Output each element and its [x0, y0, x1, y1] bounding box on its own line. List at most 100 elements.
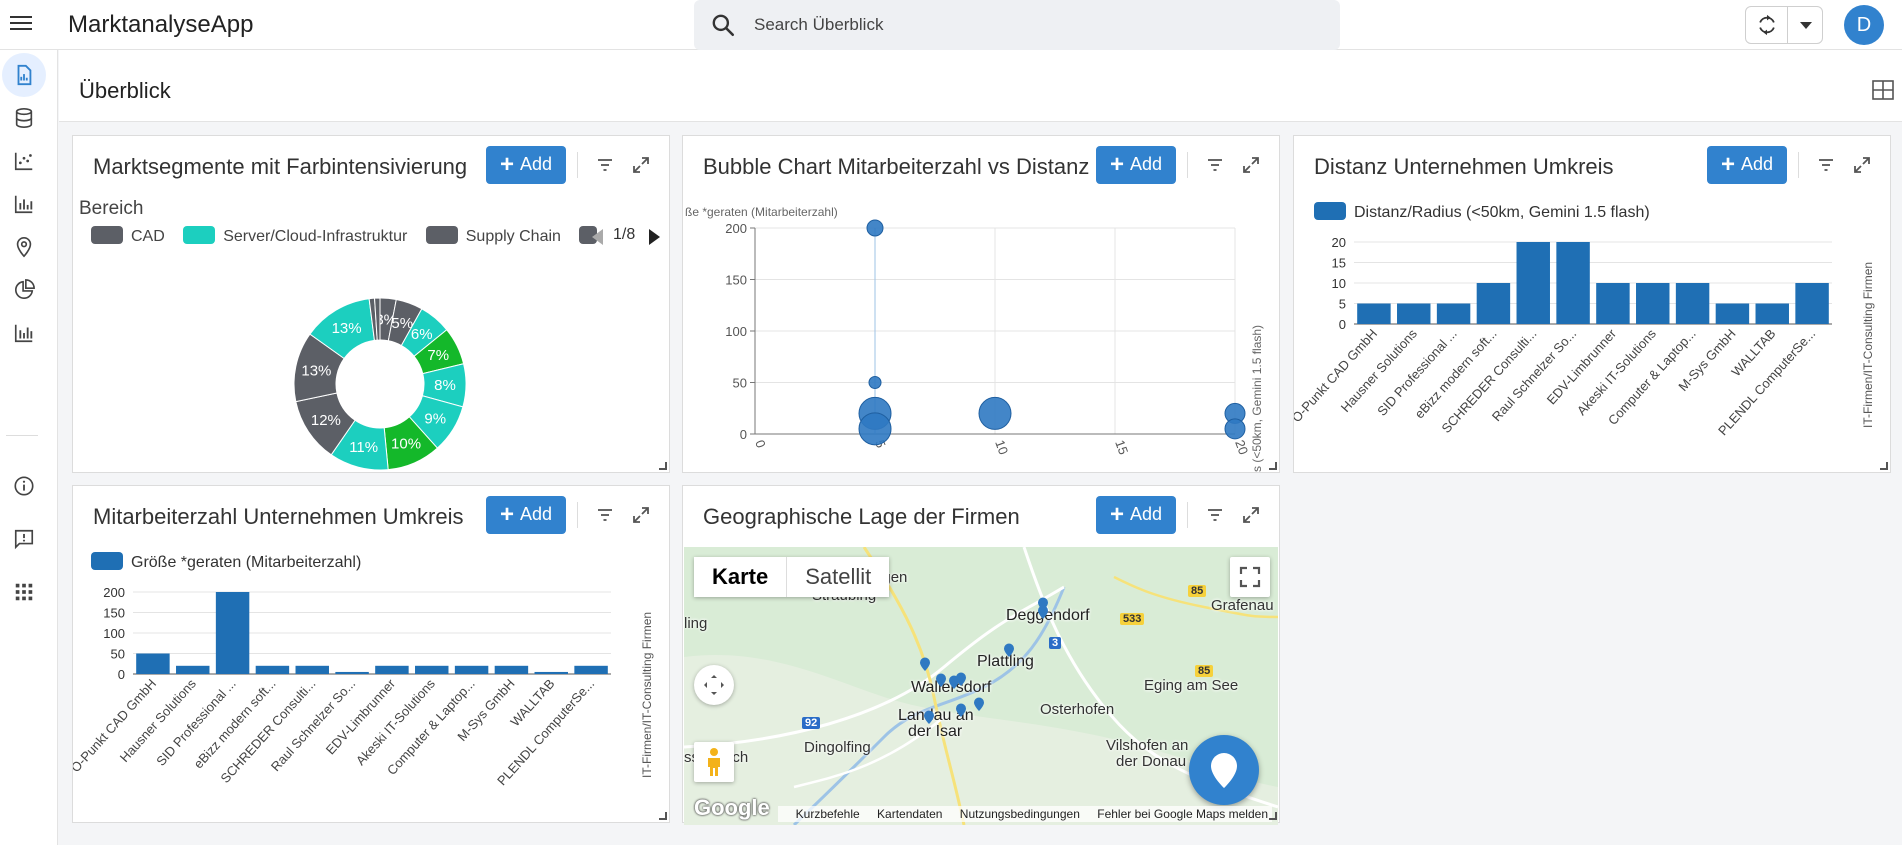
expand-icon[interactable] — [1242, 506, 1260, 524]
legend-prev-icon[interactable] — [592, 229, 603, 245]
expand-icon[interactable] — [632, 506, 650, 524]
add-button[interactable]: + Add — [486, 146, 566, 184]
map-footer: Kurzbefehle Kartendaten Nutzungsbedingun… — [684, 803, 1278, 825]
bar[interactable] — [1476, 283, 1511, 324]
bar[interactable] — [1596, 283, 1630, 324]
legend-next-icon[interactable] — [649, 229, 660, 245]
sync-button-group — [1745, 6, 1823, 44]
sidebar-item-bar-chart[interactable] — [2, 182, 46, 226]
sync-dropdown-button[interactable] — [1788, 7, 1822, 43]
bar[interactable] — [335, 671, 369, 674]
map-type-map-button[interactable]: Karte — [694, 557, 788, 597]
menu-icon[interactable] — [8, 12, 34, 38]
map-location-fab[interactable] — [1189, 735, 1259, 805]
sidebar-item-feedback[interactable] — [2, 517, 46, 561]
bar[interactable] — [1715, 303, 1750, 325]
sidebar-item-database[interactable] — [2, 96, 46, 140]
map-marker-icon[interactable] — [934, 673, 948, 687]
bar[interactable] — [1357, 303, 1391, 325]
expand-icon[interactable] — [632, 156, 650, 174]
add-button[interactable]: + Add — [486, 496, 566, 534]
bar[interactable] — [534, 671, 568, 674]
map-marker-icon[interactable] — [954, 703, 968, 717]
filter-icon[interactable] — [1817, 156, 1835, 174]
bar[interactable] — [1795, 283, 1829, 324]
bar[interactable] — [574, 665, 608, 674]
resize-handle[interactable] — [1880, 462, 1888, 470]
map-terms-link[interactable]: Nutzungsbedingungen — [959, 807, 1080, 821]
donut-slice[interactable] — [374, 297, 381, 341]
filter-icon[interactable] — [596, 506, 614, 524]
resize-handle[interactable] — [659, 462, 667, 470]
expand-icon[interactable] — [1242, 156, 1260, 174]
map-data-link[interactable]: Kartendaten — [877, 807, 943, 821]
filter-icon[interactable] — [1206, 156, 1224, 174]
bar[interactable] — [215, 592, 250, 674]
recenter-button[interactable] — [694, 665, 734, 705]
map-type-satellite-button[interactable]: Satellit — [805, 564, 872, 589]
bar[interactable] — [1636, 283, 1670, 324]
bar[interactable] — [494, 665, 529, 674]
resize-handle[interactable] — [659, 812, 667, 820]
sync-button[interactable] — [1746, 7, 1788, 43]
bubble-point[interactable] — [1224, 418, 1246, 440]
legend-entry-supply-chain[interactable]: Supply Chain — [425, 226, 561, 245]
bar[interactable] — [1675, 283, 1710, 324]
bar[interactable] — [375, 665, 409, 674]
bar[interactable] — [176, 665, 210, 674]
bar[interactable] — [454, 665, 489, 674]
bar[interactable] — [1397, 303, 1431, 325]
avatar[interactable]: D — [1844, 5, 1884, 45]
map-shortcuts-link[interactable]: Kurzbefehle — [795, 807, 860, 821]
sidebar-item-map[interactable] — [2, 225, 46, 269]
map-marker-icon[interactable] — [918, 657, 932, 671]
layout-grid-icon[interactable] — [1871, 78, 1895, 102]
bar[interactable] — [1556, 242, 1590, 324]
filter-icon[interactable] — [1206, 506, 1224, 524]
bar[interactable] — [136, 653, 170, 675]
bar-chart-icon — [14, 195, 33, 214]
bubble-point[interactable] — [978, 396, 1012, 430]
sidebar-item-report[interactable] — [2, 53, 46, 97]
search-input[interactable] — [754, 0, 1314, 50]
legend-entry-server[interactable]: Server/Cloud-Infrastruktur — [183, 226, 407, 245]
legend-entry-cad[interactable]: CAD — [91, 226, 165, 245]
chart-legend[interactable]: Größe *geraten (Mitarbeiterzahl) — [91, 552, 361, 572]
bubble-point[interactable] — [866, 219, 884, 237]
map-marker-icon[interactable] — [1036, 605, 1050, 619]
map-report-link[interactable]: Fehler bei Google Maps melden — [1097, 807, 1268, 821]
street-view-pegman[interactable] — [694, 742, 734, 782]
map-canvas[interactable]: Bogen Straubing ling Deggendorf Grafenau… — [684, 547, 1278, 825]
bar[interactable] — [1436, 303, 1471, 325]
bubble-point[interactable] — [868, 376, 882, 389]
sidebar-item-column-chart[interactable] — [2, 311, 46, 355]
map-marker-icon[interactable] — [972, 697, 986, 711]
bubble-point[interactable] — [858, 412, 892, 446]
bar[interactable] — [1516, 242, 1550, 324]
bar[interactable] — [1755, 303, 1789, 325]
map-marker-icon[interactable] — [954, 672, 968, 686]
bar[interactable] — [255, 665, 290, 674]
bar[interactable] — [415, 665, 449, 674]
map-marker-icon[interactable] — [922, 710, 936, 724]
search-icon[interactable] — [710, 12, 736, 38]
sidebar-item-info[interactable] — [2, 464, 46, 508]
chart-legend[interactable]: Distanz/Radius (<50km, Gemini 1.5 flash) — [1314, 202, 1650, 222]
add-button[interactable]: + Add — [1096, 496, 1176, 534]
panel-map: Geographische Lage der Firmen +Add Bogen… — [682, 485, 1280, 825]
sidebar-item-apps[interactable] — [2, 570, 46, 614]
sidebar-item-scatter[interactable] — [2, 139, 46, 183]
expand-icon[interactable] — [1853, 156, 1871, 174]
resize-handle[interactable] — [1269, 812, 1277, 820]
resize-handle[interactable] — [1269, 462, 1277, 470]
add-button[interactable]: + Add — [1096, 146, 1176, 184]
map-marker-icon[interactable] — [1036, 597, 1050, 611]
bar[interactable] — [295, 665, 329, 674]
add-button[interactable]: + Add — [1707, 146, 1787, 184]
fullscreen-button[interactable] — [1230, 557, 1270, 597]
donut-slice-label: 11% — [349, 439, 378, 456]
map-place-label: ling — [684, 615, 708, 632]
map-marker-icon[interactable] — [1002, 643, 1016, 657]
sidebar-item-pie-chart[interactable] — [2, 268, 46, 312]
filter-icon[interactable] — [596, 156, 614, 174]
